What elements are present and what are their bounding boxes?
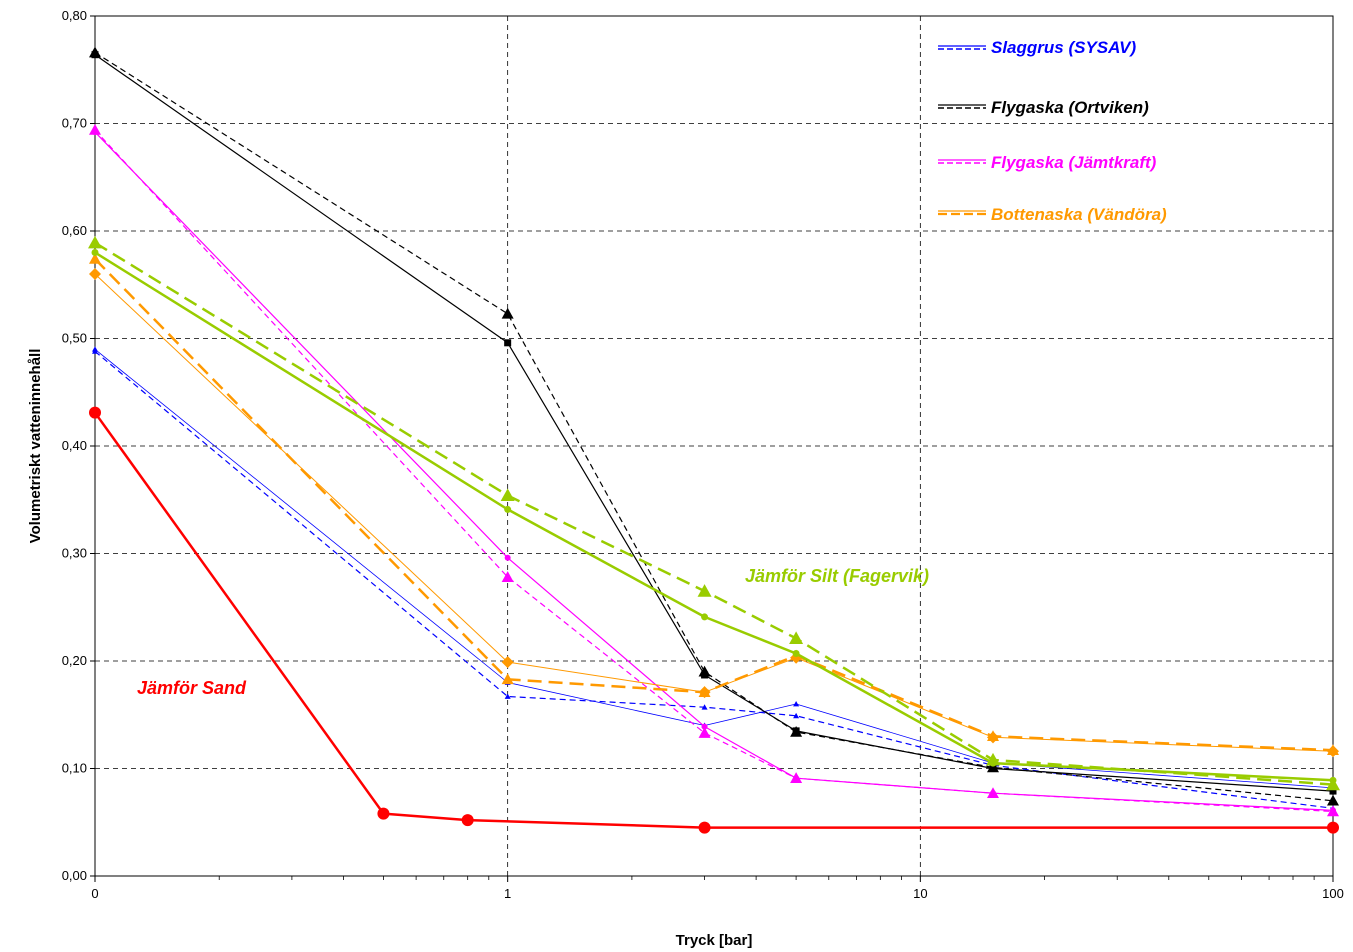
- data-point: [698, 686, 711, 697]
- data-point: [89, 268, 101, 280]
- data-point: [91, 249, 99, 256]
- data-point: [793, 701, 800, 707]
- y-tick-label: 0,60: [62, 223, 87, 238]
- gridlines: [95, 16, 1333, 876]
- series-line: [94, 258, 1334, 752]
- x-tick-label: 1: [504, 886, 511, 901]
- data-point: [701, 723, 708, 730]
- series-4: [92, 129, 1336, 814]
- legend: Slaggrus (SYSAV) Flygaska (Ortviken) Fly…: [938, 38, 1167, 224]
- legend-label: Slaggrus (SYSAV): [991, 38, 1136, 57]
- annotation-silt: Jämför Silt (Fagervik): [745, 566, 929, 586]
- data-point: [698, 727, 711, 738]
- data-point: [89, 406, 101, 419]
- data-point: [987, 761, 1000, 773]
- data-point: [1327, 744, 1339, 756]
- y-axis-tick-labels: 0,00 0,10 0,20 0,30 0,40 0,50 0,60 0,70 0,80: [62, 8, 87, 883]
- data-point: [504, 693, 511, 699]
- legend-entry-flygaska-ortviken: Flygaska (Ortviken): [938, 98, 1149, 117]
- legend-label: Bottenaska (Vändöra): [991, 205, 1167, 224]
- data-point: [1327, 794, 1339, 806]
- data-point: [1327, 805, 1339, 817]
- series-line: [94, 51, 1334, 802]
- data-point: [504, 554, 511, 561]
- series-line: [94, 54, 1334, 792]
- plot-area-frame: [94, 15, 1334, 877]
- data-point: [987, 787, 1000, 799]
- data-point: [789, 631, 804, 645]
- data-point: [698, 665, 711, 677]
- legend-entry-flygaska-jamtkraft: Flygaska (Jämtkraft): [938, 153, 1157, 172]
- y-tick-label: 0,80: [62, 8, 87, 23]
- y-tick-label: 0,00: [62, 868, 87, 883]
- legend-entry-slaggrus: Slaggrus (SYSAV): [938, 38, 1136, 57]
- y-tick-label: 0,20: [62, 653, 87, 668]
- legend-label: Flygaska (Ortviken): [991, 98, 1149, 117]
- data-point: [501, 673, 514, 685]
- series-0: [92, 346, 1336, 791]
- y-tick-label: 0,40: [62, 438, 87, 453]
- data-point: [500, 488, 515, 502]
- minor-ticks: [90, 15, 1334, 882]
- series-5: [89, 123, 1339, 817]
- series-1: [92, 348, 1336, 811]
- series-10: [89, 406, 1339, 834]
- data-point: [504, 339, 512, 347]
- data-point: [89, 46, 101, 58]
- data-point: [987, 730, 1000, 742]
- data-point: [701, 704, 708, 710]
- data-point: [698, 821, 711, 834]
- data-point: [1329, 787, 1337, 795]
- series-line: [94, 129, 1334, 813]
- x-tick-label: 10: [913, 886, 927, 901]
- data-point: [790, 725, 803, 737]
- data-point: [792, 649, 800, 657]
- series-7: [89, 252, 1339, 756]
- x-axis-tick-labels: 0 1 10 100: [91, 886, 1343, 901]
- data-series: [88, 46, 1340, 834]
- series-line: [94, 350, 1334, 809]
- data-point: [793, 712, 800, 719]
- data-point: [1327, 821, 1339, 834]
- data-point: [377, 807, 390, 820]
- x-tick-label: 100: [1322, 886, 1344, 901]
- y-axis-title: Volumetriskt vatteninnehåll: [27, 349, 44, 544]
- y-tick-label: 0,50: [62, 331, 87, 346]
- y-tick-label: 0,70: [62, 116, 87, 131]
- data-point: [701, 613, 709, 621]
- data-point: [501, 656, 514, 669]
- legend-entry-bottenaska: Bottenaska (Vändöra): [938, 205, 1167, 224]
- data-point: [501, 571, 514, 582]
- x-tick-label: 0: [91, 886, 98, 901]
- legend-label: Flygaska (Jämtkraft): [991, 153, 1157, 172]
- data-point: [504, 505, 512, 513]
- data-point: [697, 584, 712, 597]
- series-line: [94, 241, 1334, 786]
- series-9: [88, 235, 1340, 791]
- x-axis-title: Tryck [bar]: [676, 932, 753, 949]
- data-point: [92, 348, 98, 354]
- series-line: [94, 273, 1334, 752]
- series-line: [94, 348, 1334, 789]
- data-point: [461, 814, 474, 827]
- data-point: [1326, 777, 1340, 791]
- annotation-sand: Jämför Sand: [137, 678, 247, 698]
- y-tick-label: 0,10: [62, 761, 87, 776]
- data-point: [790, 772, 803, 783]
- data-point: [501, 307, 514, 319]
- series-6: [89, 268, 1339, 758]
- data-point: [89, 123, 101, 135]
- data-point: [986, 752, 1001, 766]
- data-point: [88, 235, 102, 249]
- data-point: [89, 252, 101, 264]
- y-tick-label: 0,30: [62, 546, 87, 561]
- series-line: [94, 251, 1334, 782]
- series-3: [89, 46, 1339, 806]
